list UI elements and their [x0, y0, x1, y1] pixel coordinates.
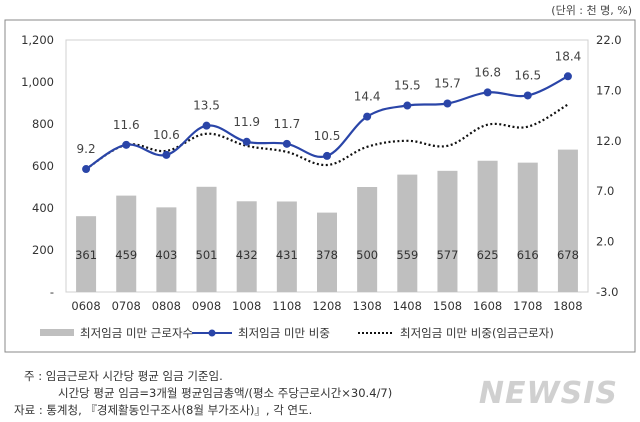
note-source: 자료 : 통계청, 『경제활동인구조사(8월 부가조사)』, 각 연도.	[14, 403, 313, 417]
x-tick-label: 1108	[272, 299, 301, 313]
y-right-tick-label: 22.0	[596, 33, 622, 47]
y-left-tick-label: 1,200	[21, 33, 54, 47]
share-point	[202, 121, 211, 130]
y-right-tick-label: 12.0	[596, 134, 622, 148]
share-value-label: 14.4	[354, 90, 381, 104]
share-point	[443, 99, 452, 108]
y-left-tick-label: 600	[32, 159, 54, 173]
x-tick-label: 0908	[192, 299, 221, 313]
bar	[437, 170, 458, 292]
bar-value-label: 577	[436, 248, 458, 262]
bar-value-label: 616	[517, 248, 539, 262]
share-value-label: 16.8	[474, 65, 501, 79]
legend-bar-label: 최저임금 미만 근로자수	[80, 326, 193, 340]
share-point	[363, 112, 372, 121]
share-point	[82, 165, 91, 174]
x-tick-label: 1208	[312, 299, 341, 313]
share-value-label: 10.5	[314, 129, 341, 143]
x-tick-label: 0708	[112, 299, 141, 313]
bar-value-label: 403	[155, 248, 177, 262]
share-value-label: 9.2	[77, 142, 96, 156]
x-tick-label: 1308	[353, 299, 382, 313]
bar-value-label: 501	[196, 248, 218, 262]
dotted-series-line	[85, 103, 569, 170]
y-left-tick-label: 200	[32, 243, 54, 257]
y-right-tick-label: 2.0	[596, 235, 614, 249]
share-value-label: 10.6	[153, 128, 180, 142]
bar	[196, 186, 217, 292]
bar	[477, 160, 498, 292]
share-point	[122, 140, 131, 149]
x-tick-label: 1508	[433, 299, 462, 313]
bar-value-label: 678	[557, 248, 579, 262]
y-left-tick-label: 400	[32, 201, 54, 215]
y-right-tick-label: -3.0	[596, 285, 618, 299]
unit-label: (단위 : 천 명, %)	[551, 4, 632, 17]
share-value-label: 15.5	[394, 79, 421, 93]
y-left-tick-label: 800	[32, 117, 54, 131]
bar	[517, 162, 538, 292]
note-2: 시간당 평균 임금=3개월 평균임금총액/(평소 주당근로시간×30.4/7)	[58, 386, 393, 400]
x-tick-label: 1708	[513, 299, 542, 313]
x-tick-label: 0808	[152, 299, 181, 313]
footnotes: 주 : 임금근로자 시간당 평균 임금 기준임. 시간당 평균 임금=3개월 평…	[14, 368, 392, 419]
share-point	[483, 88, 492, 97]
bar-value-label: 625	[477, 248, 499, 262]
y-left-tick-label: -	[50, 285, 54, 299]
share-point	[242, 137, 251, 146]
share-value-label: 11.6	[113, 118, 140, 132]
x-tick-label: 1408	[393, 299, 422, 313]
legend-dotted-label: 최저임금 미만 비중(임금근로자)	[400, 326, 554, 340]
bar-value-label: 432	[236, 248, 258, 262]
bar-value-label: 431	[276, 248, 298, 262]
y-right-tick-label: 7.0	[596, 184, 614, 198]
newsis-watermark: NEWSIS	[478, 376, 618, 411]
share-point	[403, 101, 412, 110]
x-tick-label: 1808	[553, 299, 582, 313]
bar-value-label: 459	[115, 248, 137, 262]
x-tick-label: 1608	[473, 299, 502, 313]
bar	[557, 149, 578, 292]
bar	[276, 201, 297, 292]
legend-bar-swatch	[40, 329, 74, 336]
bar	[236, 201, 257, 292]
share-value-label: 18.4	[555, 49, 582, 63]
share-value-label: 16.5	[514, 68, 541, 82]
x-tick-label: 1008	[232, 299, 261, 313]
y-right-tick-label: 17.0	[596, 83, 622, 97]
x-tick-label: 0608	[71, 299, 100, 313]
bar	[116, 195, 137, 292]
bar	[357, 187, 378, 292]
share-point	[523, 91, 532, 100]
bar	[76, 216, 97, 292]
share-point	[563, 72, 572, 81]
legend-line-marker	[208, 329, 216, 337]
share-value-label: 11.9	[233, 115, 260, 129]
legend-line-label: 최저임금 미만 비중	[238, 326, 330, 340]
share-value-label: 15.7	[434, 77, 461, 91]
note-1: 주 : 임금근로자 시간당 평균 임금 기준임.	[24, 369, 223, 383]
bar-value-label: 361	[75, 248, 97, 262]
share-value-label: 11.7	[273, 117, 300, 131]
bar-value-label: 378	[316, 248, 338, 262]
bar	[317, 212, 337, 292]
y-left-tick-label: 1,000	[21, 75, 54, 89]
share-point	[282, 139, 291, 148]
chart-frame	[4, 19, 636, 353]
share-point	[162, 150, 171, 159]
legend: 최저임금 미만 근로자수 최저임금 미만 비중 최저임금 미만 비중(임금근로자…	[40, 326, 554, 340]
bar	[156, 207, 177, 292]
bar-value-label: 559	[396, 248, 418, 262]
bar-value-label: 500	[356, 248, 378, 262]
share-value-label: 13.5	[193, 99, 220, 113]
share-point	[323, 151, 331, 160]
bar	[397, 174, 418, 292]
